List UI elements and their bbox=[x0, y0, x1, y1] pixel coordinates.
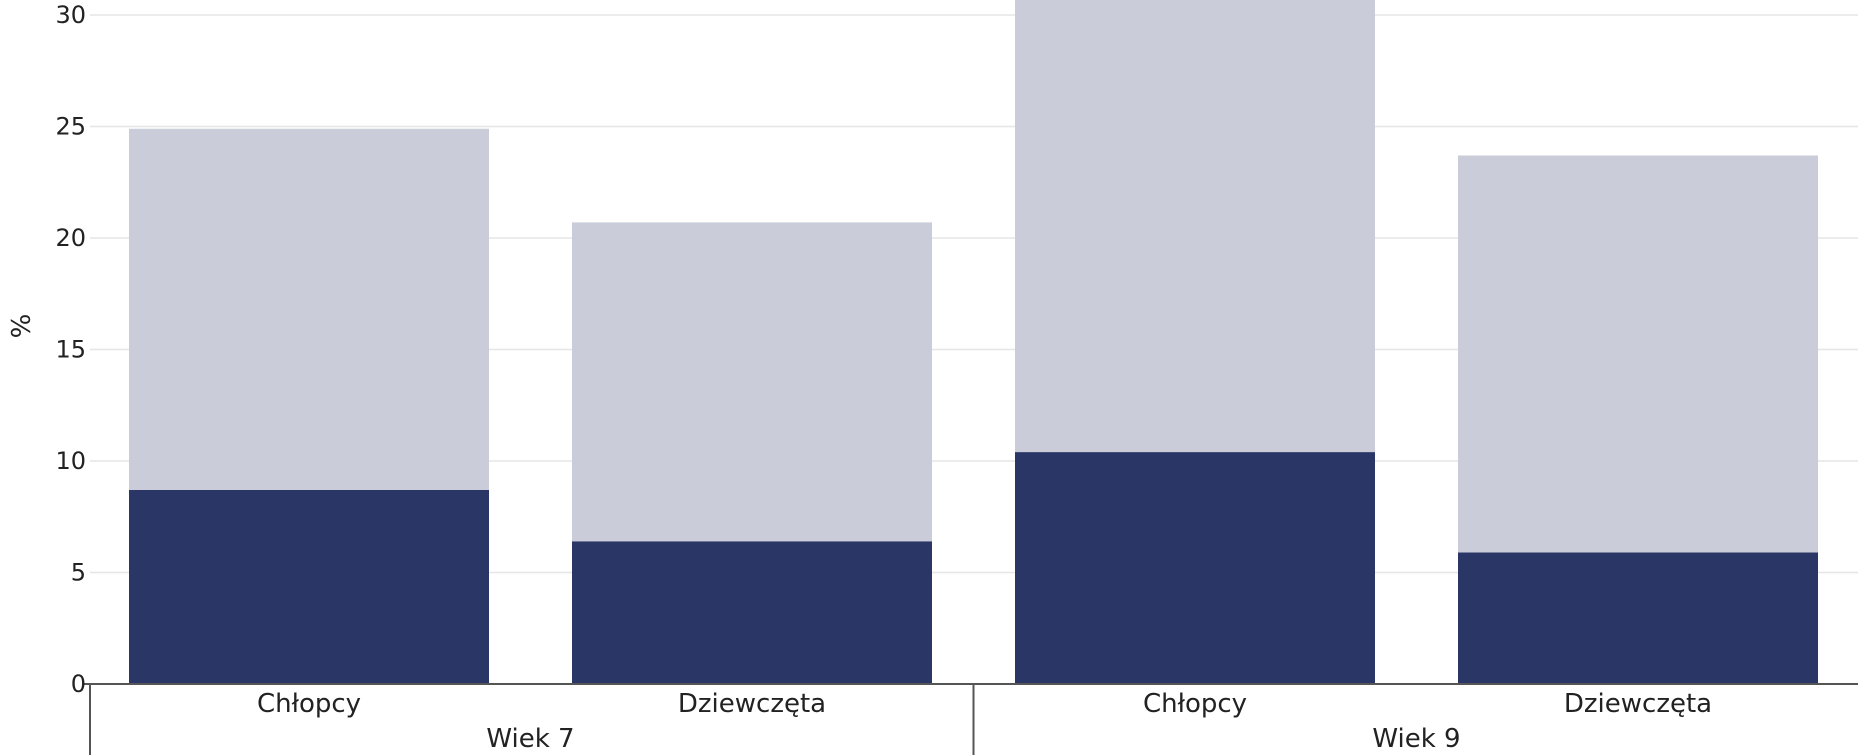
y-tick-label: 0 bbox=[71, 670, 86, 698]
bar-segment-lower bbox=[1458, 552, 1818, 684]
bar-segment-upper bbox=[1458, 155, 1818, 553]
y-tick-label: 25 bbox=[55, 113, 86, 141]
y-tick-label: 15 bbox=[55, 336, 86, 364]
bar-segment-upper bbox=[1015, 0, 1375, 453]
x-group-label: Wiek 7 bbox=[486, 724, 574, 754]
y-tick-label: 10 bbox=[55, 447, 86, 475]
bar-segment-upper bbox=[572, 222, 932, 542]
x-category-label: Dziewczęta bbox=[678, 689, 826, 719]
x-category-label: Chłopcy bbox=[257, 689, 361, 719]
y-axis-title: % bbox=[7, 314, 37, 339]
bars bbox=[129, 0, 1818, 684]
x-category-label: Chłopcy bbox=[1143, 689, 1247, 719]
x-category-label: Dziewczęta bbox=[1564, 689, 1712, 719]
bar-segment-lower bbox=[1015, 452, 1375, 684]
bar-segment-lower bbox=[129, 489, 489, 684]
y-tick-label: 5 bbox=[71, 559, 86, 587]
x-group-label: Wiek 9 bbox=[1372, 724, 1460, 754]
y-tick-label: 20 bbox=[55, 224, 86, 252]
bar-segment-lower bbox=[572, 541, 932, 684]
labels: 0 5 10 15 20 25 30 Chłopcy Dziewczęta Wiek 7 Chłop… bbox=[55, 1, 1712, 754]
axes bbox=[84, 683, 1858, 755]
y-tick-label: 30 bbox=[55, 1, 86, 29]
bar-segment-upper bbox=[129, 128, 489, 490]
